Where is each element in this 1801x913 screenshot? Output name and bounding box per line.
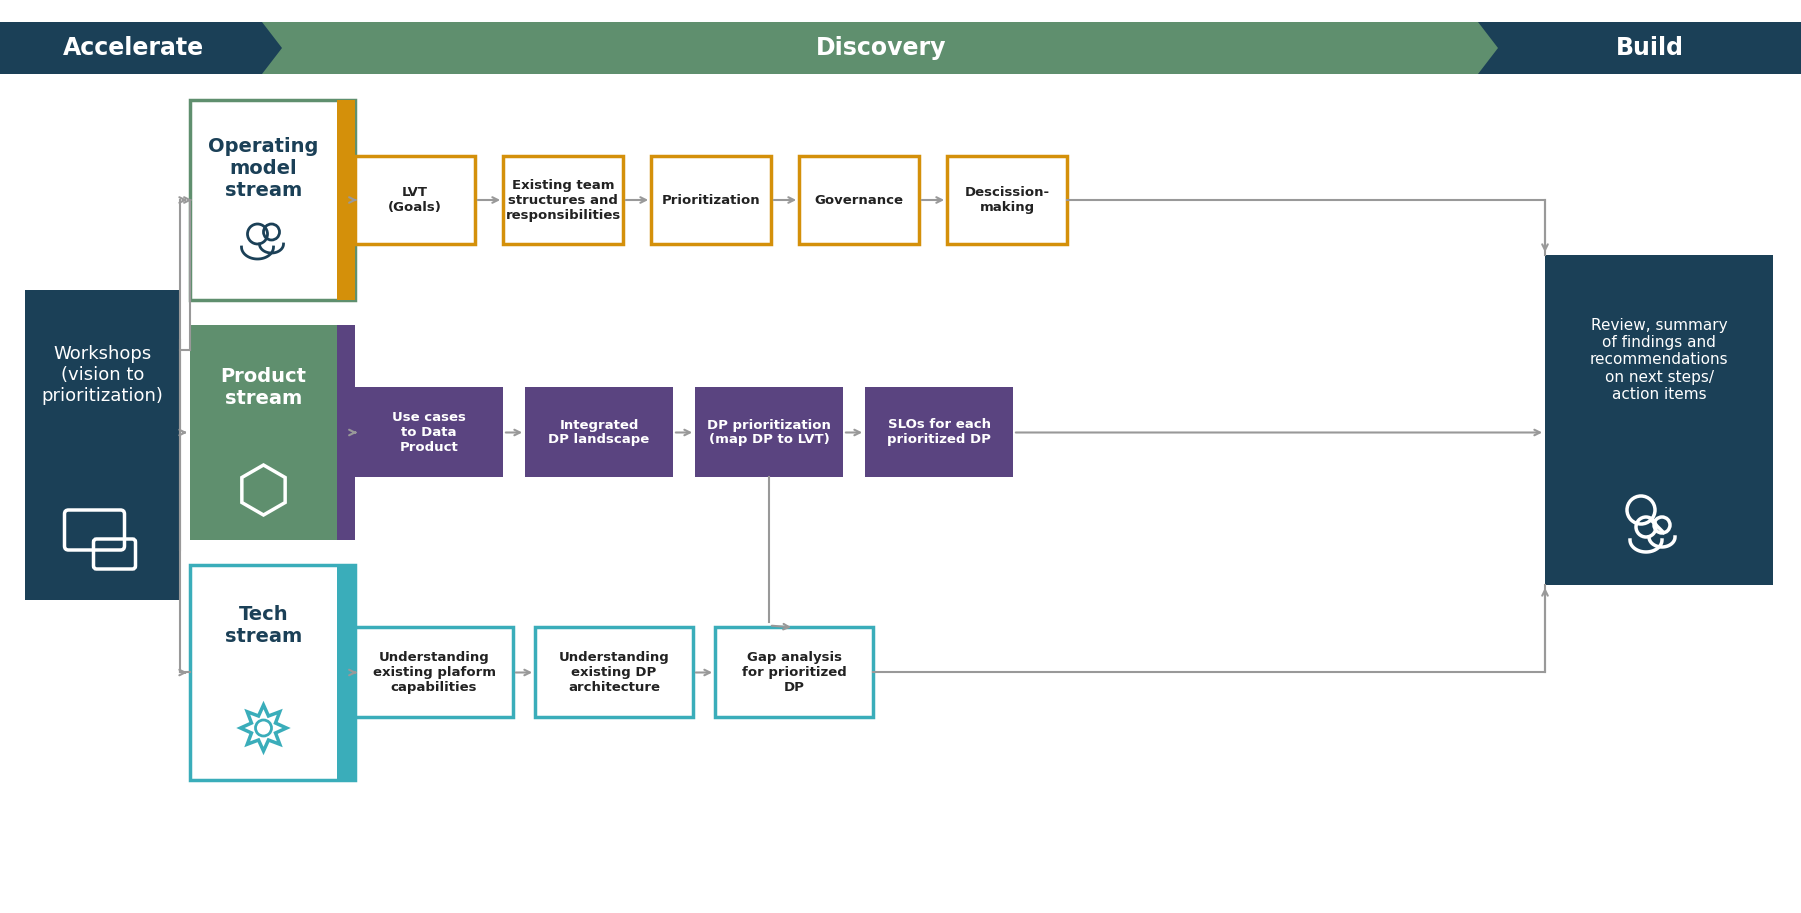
Text: Operating
model
stream: Operating model stream [209, 137, 319, 200]
FancyBboxPatch shape [337, 100, 355, 300]
FancyBboxPatch shape [189, 100, 355, 300]
FancyBboxPatch shape [695, 387, 843, 477]
FancyBboxPatch shape [502, 156, 623, 244]
FancyBboxPatch shape [715, 627, 873, 718]
FancyBboxPatch shape [1545, 255, 1772, 585]
FancyBboxPatch shape [535, 627, 693, 718]
Text: Accelerate: Accelerate [63, 36, 204, 60]
Text: Discovery: Discovery [816, 36, 946, 60]
Polygon shape [261, 22, 1500, 74]
Text: SLOs for each
prioritized DP: SLOs for each prioritized DP [888, 418, 991, 446]
FancyBboxPatch shape [355, 156, 475, 244]
Text: Understanding
existing plaform
capabilities: Understanding existing plaform capabilit… [373, 651, 495, 694]
Text: Integrated
DP landscape: Integrated DP landscape [548, 418, 650, 446]
Text: Workshops
(vision to
prioritization): Workshops (vision to prioritization) [41, 345, 164, 404]
Text: Existing team
structures and
responsibilities: Existing team structures and responsibil… [506, 179, 621, 222]
Text: Prioritization: Prioritization [661, 194, 760, 206]
Text: LVT
(Goals): LVT (Goals) [387, 186, 441, 214]
FancyBboxPatch shape [526, 387, 674, 477]
Text: Gap analysis
for prioritized
DP: Gap analysis for prioritized DP [742, 651, 846, 694]
Polygon shape [0, 22, 285, 74]
Text: Product
stream: Product stream [220, 366, 306, 407]
Text: Build: Build [1615, 36, 1684, 60]
FancyBboxPatch shape [355, 627, 513, 718]
Text: Governance: Governance [814, 194, 904, 206]
Text: Understanding
existing DP
architecture: Understanding existing DP architecture [558, 651, 670, 694]
Text: Descission-
making: Descission- making [965, 186, 1050, 214]
FancyBboxPatch shape [337, 325, 355, 540]
FancyBboxPatch shape [189, 325, 355, 540]
FancyBboxPatch shape [800, 156, 919, 244]
Polygon shape [1479, 22, 1801, 74]
FancyBboxPatch shape [189, 565, 355, 780]
Text: Use cases
to Data
Product: Use cases to Data Product [393, 411, 466, 454]
Text: Review, summary
of findings and
recommendations
on next steps/
action items: Review, summary of findings and recommen… [1590, 318, 1729, 403]
FancyBboxPatch shape [864, 387, 1012, 477]
FancyBboxPatch shape [355, 387, 502, 477]
FancyBboxPatch shape [947, 156, 1066, 244]
FancyBboxPatch shape [337, 565, 355, 780]
FancyBboxPatch shape [25, 290, 180, 600]
Text: DP prioritization
(map DP to LVT): DP prioritization (map DP to LVT) [708, 418, 830, 446]
FancyBboxPatch shape [650, 156, 771, 244]
Text: Tech
stream: Tech stream [225, 604, 303, 645]
